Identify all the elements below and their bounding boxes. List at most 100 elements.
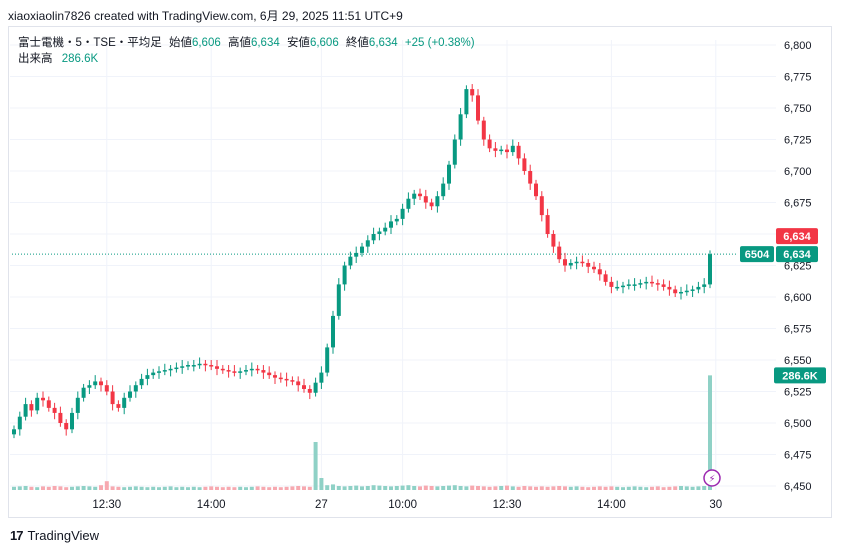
candle-body: [157, 371, 161, 373]
countdown-tag: [740, 246, 774, 263]
volume-bar: [319, 478, 324, 490]
price-tag-high: [776, 228, 818, 245]
volume-bar: [93, 486, 98, 490]
volume-label: 出来高: [18, 53, 53, 65]
candle-body: [377, 231, 382, 234]
volume-bar: [644, 487, 649, 490]
candle-body: [342, 265, 347, 285]
volume-bars: [12, 375, 712, 490]
symbol-label: 富士電機・5・TSE・平均足: [18, 37, 162, 49]
volume-bar: [563, 486, 567, 490]
candle-body: [302, 385, 306, 389]
candle-body: [447, 164, 451, 184]
candle-body: [702, 284, 707, 287]
candle-body: [452, 139, 457, 165]
volume-bar: [481, 486, 486, 490]
candle-body: [145, 375, 150, 379]
volume-bar: [673, 486, 678, 490]
candle-body: [499, 149, 504, 152]
candle-body: [296, 381, 301, 386]
chart-frame[interactable]: [8, 26, 832, 518]
candle-body: [528, 171, 533, 184]
volume-bar: [186, 487, 190, 490]
volume-bar: [626, 486, 631, 490]
candle-body: [626, 284, 631, 286]
candle-body: [307, 388, 312, 393]
volume-bar: [29, 486, 34, 490]
volume-bar: [302, 486, 306, 490]
volume-bar: [516, 486, 521, 490]
volume-bar: [423, 485, 428, 490]
candle-body: [336, 284, 341, 316]
volume-bar: [441, 486, 446, 490]
candle-body: [470, 89, 475, 96]
volume-bar: [574, 486, 579, 490]
candle-body: [708, 254, 712, 285]
volume-bar: [708, 375, 712, 490]
volume-bar: [702, 486, 707, 490]
candle-body: [220, 368, 225, 371]
volume-bar: [273, 486, 277, 490]
candle-body: [52, 407, 57, 413]
volume-bar: [696, 486, 701, 490]
candle-body: [603, 274, 608, 282]
candle-body: [505, 149, 509, 153]
volume-bar: [151, 486, 156, 490]
candle-body: [203, 363, 208, 366]
countdown-tag-text: 6504: [745, 249, 770, 261]
y-tick-label: 6,600: [784, 292, 812, 304]
volume-bar: [35, 487, 40, 490]
volume-bar: [99, 485, 103, 490]
candle-body: [23, 404, 28, 417]
candle-body: [255, 368, 260, 371]
alert-icon[interactable]: ⚡: [703, 469, 721, 487]
close-label: 終値: [345, 37, 369, 49]
candle-body: [371, 234, 376, 241]
volume-bar: [313, 442, 318, 490]
volume-bar: [476, 486, 480, 490]
candle-body: [429, 202, 434, 207]
candle-body: [151, 372, 156, 376]
volume-bar: [209, 486, 214, 490]
volume-bar: [429, 486, 434, 490]
volume-bar: [52, 486, 57, 490]
volume-bar: [667, 486, 672, 490]
candle-body: [673, 289, 678, 294]
volume-bar: [331, 484, 335, 490]
candle-body: [319, 372, 324, 383]
volume-bar: [116, 486, 121, 490]
volume-bar: [58, 486, 63, 490]
x-tick-label: 10:00: [388, 499, 417, 511]
volume-bar: [342, 486, 347, 490]
y-tick-label: 6,700: [784, 166, 812, 178]
volume-bar: [360, 486, 364, 490]
x-axis: 12:30 14:00 27 10:00 12:30 14:00 30: [92, 499, 722, 511]
volume-bar: [597, 486, 602, 490]
candle-body: [522, 158, 527, 171]
volume-bar: [679, 486, 683, 490]
price-tags: 6,634 6504 6,634 286.6K: [740, 228, 826, 384]
candle-body: [58, 412, 63, 423]
volume-bar: [638, 486, 643, 490]
volume-bar: [110, 486, 115, 490]
volume-value: 286.6K: [61, 53, 99, 65]
candle-body: [244, 370, 248, 372]
volume-bar: [64, 487, 69, 490]
tradingview-brand[interactable]: 17 TradingView: [10, 528, 99, 543]
candle-body: [394, 218, 399, 222]
candle-body: [325, 347, 330, 373]
volume-bar: [650, 486, 654, 490]
change-value: +25 (+0.38%): [404, 37, 475, 49]
candle-body: [539, 196, 544, 216]
candle-body: [331, 315, 335, 348]
y-tick-label: 6,450: [784, 481, 812, 493]
volume-bar: [557, 486, 562, 490]
candle-body: [209, 365, 214, 367]
candle-body: [186, 365, 190, 367]
low-label: 安値: [286, 37, 310, 49]
volume-bar: [157, 487, 161, 490]
y-tick-label: 6,725: [784, 135, 812, 147]
candle-body: [35, 397, 40, 411]
volume-bar: [661, 487, 666, 490]
